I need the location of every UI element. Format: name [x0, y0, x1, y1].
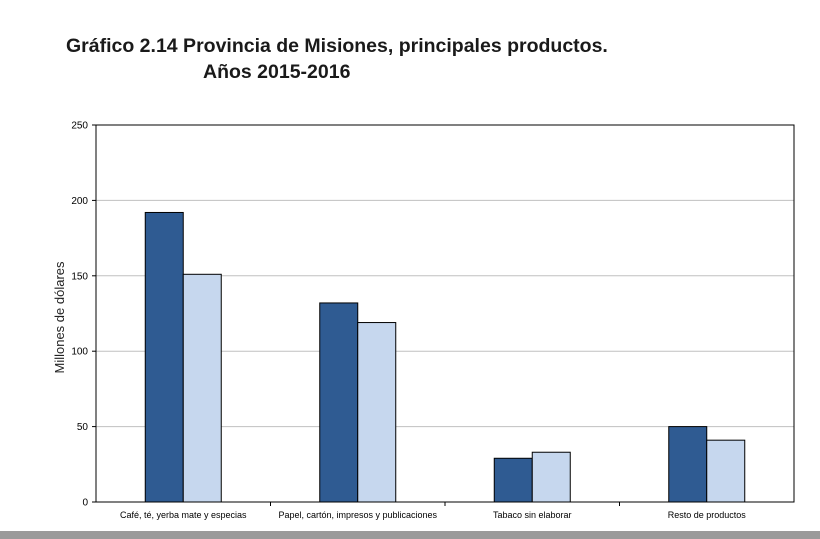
bar-2015 — [319, 302, 359, 503]
y-tick-label: 50 — [77, 422, 89, 433]
bar-2015 — [144, 211, 184, 503]
bar-2016 — [357, 322, 397, 503]
x-category-label: Papel, cartón, impresos y publicaciones — [278, 510, 437, 520]
bar-2015 — [668, 426, 708, 503]
chart-title-line-2: Años 2015-2016 — [203, 61, 351, 83]
bar-2015 — [493, 457, 533, 503]
x-category-label: Tabaco sin elaborar — [493, 510, 572, 520]
bottom-strip — [0, 531, 820, 539]
bar-2016 — [531, 451, 571, 503]
x-category-label: Café, té, yerba mate y especias — [120, 510, 247, 520]
y-tick-label: 100 — [71, 347, 88, 358]
y-axis-label: Millones de dólares — [52, 261, 67, 374]
y-tick-label: 0 — [82, 498, 88, 509]
bar-2016 — [706, 439, 746, 503]
y-tick-label: 150 — [71, 271, 88, 282]
x-category-label: Resto de productos — [668, 510, 747, 520]
chart-title: Gráfico 2.14 Provincia de Misiones, prin… — [66, 33, 608, 85]
chart-title-line-1: Gráfico 2.14 Provincia de Misiones, prin… — [66, 35, 608, 57]
y-tick-label: 250 — [71, 121, 88, 132]
bar-2016 — [182, 273, 222, 503]
y-tick-label: 200 — [71, 196, 88, 207]
